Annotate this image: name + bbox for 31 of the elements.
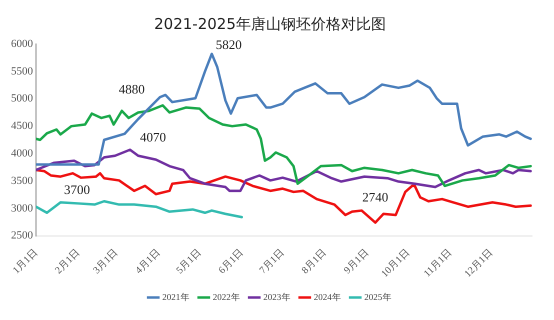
x-tick-label: 7月1日: [258, 247, 287, 276]
legend-label: 2022年: [212, 292, 240, 302]
y-tick-label: 5500: [11, 65, 34, 78]
legend-label: 2021年: [162, 292, 190, 302]
annotation: 3700: [64, 182, 90, 197]
legend-label: 2023年: [263, 292, 290, 302]
x-tick-label: 5月1日: [174, 247, 204, 276]
legend-label: 2025年: [364, 292, 392, 302]
x-tick-label: 9月1日: [342, 247, 372, 276]
x-tick-label: 10月1日: [379, 247, 412, 280]
y-tick-label: 2500: [11, 230, 34, 242]
x-tick-label: 4月1日: [134, 247, 163, 276]
x-tick-label: 1月1日: [10, 247, 40, 276]
annotation: 5820: [216, 36, 242, 52]
y-tick-label: 6000: [11, 38, 34, 50]
x-tick-label: 2月1日: [53, 247, 82, 276]
y-tick-label: 4000: [11, 147, 34, 160]
annotation: 4070: [140, 130, 166, 145]
y-tick-label: 3000: [11, 202, 34, 214]
y-tick-label: 3500: [11, 174, 34, 187]
x-tick-label: 11月1日: [422, 247, 454, 280]
legend-label: 2024年: [314, 292, 341, 302]
x-tick-label: 12月1日: [462, 247, 496, 280]
x-tick-label: 6月1日: [216, 247, 246, 276]
chart-title: 2021-2025年唐山钢坯价格对比图: [154, 14, 386, 33]
x-tick-label: 8月1日: [300, 247, 329, 276]
annotation: 2740: [362, 190, 388, 205]
y-tick-label: 4500: [11, 120, 34, 132]
x-tick-label: 3月1日: [91, 247, 120, 276]
annotation: 4880: [118, 81, 145, 96]
y-tick-label: 5000: [11, 92, 34, 105]
